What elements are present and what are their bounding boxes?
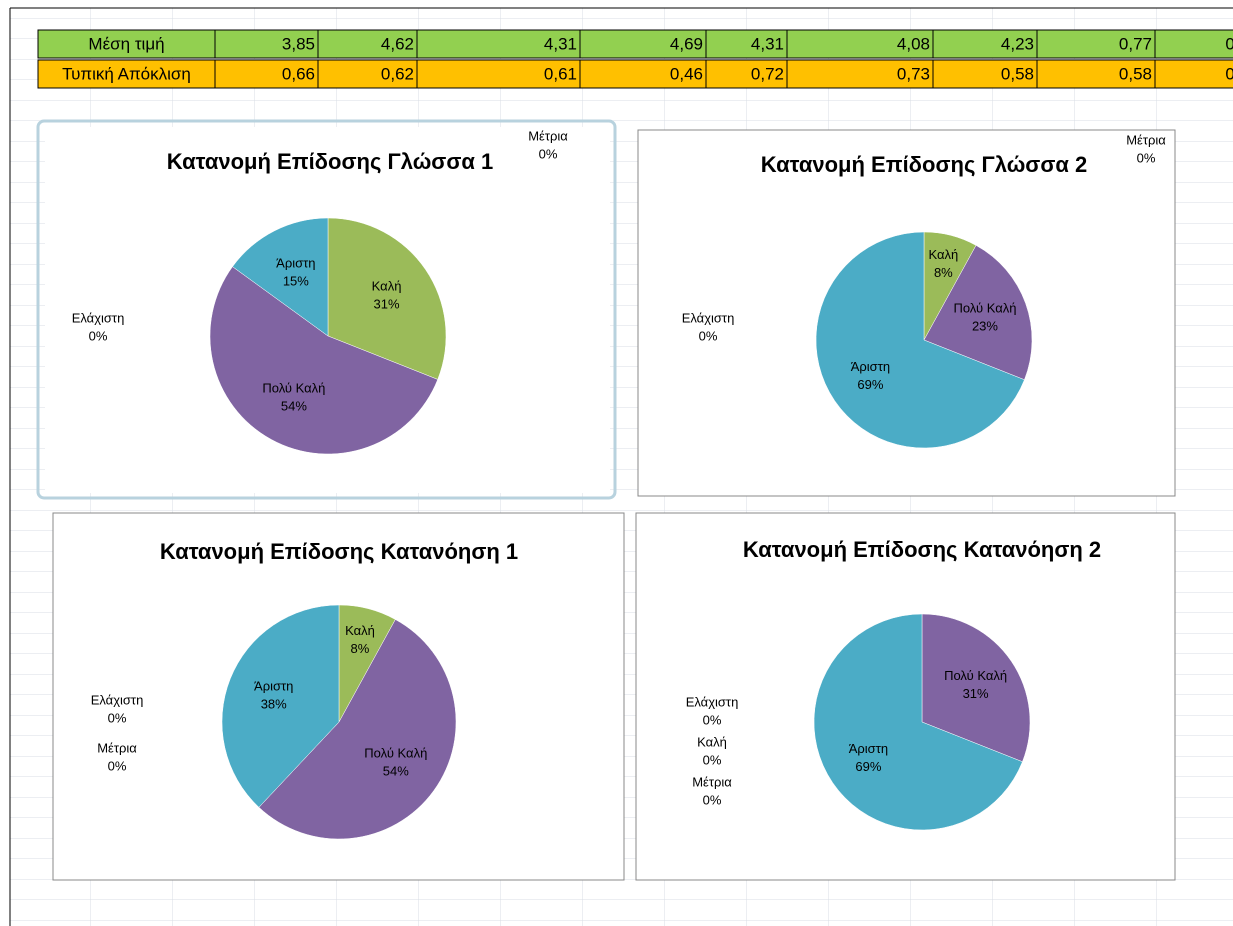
- slice-value: 69%: [857, 377, 883, 392]
- pie-slice: [221, 604, 340, 808]
- cell: [1036, 59, 1156, 89]
- pie-slice: [327, 217, 447, 380]
- slice-category: Ελάχιστη: [72, 310, 125, 325]
- slice-category: Καλή: [372, 279, 402, 294]
- cell-text: 0,77: [1119, 34, 1152, 53]
- slice-category: Πολύ Καλή: [944, 668, 1007, 683]
- slice-category: Πολύ Καλή: [364, 746, 427, 761]
- pie-slice: [923, 245, 1033, 381]
- slice-value: 0%: [1137, 150, 1156, 165]
- cell-text: 4,62: [381, 34, 414, 53]
- cell: [579, 59, 707, 89]
- cell-text: 4,69: [670, 34, 703, 53]
- cell-text: 4,08: [897, 34, 930, 53]
- slice-value: 31%: [374, 297, 400, 312]
- slice-category: Καλή: [345, 623, 375, 638]
- slice-value: 0%: [703, 792, 722, 807]
- cell: [705, 59, 788, 89]
- slice-value: 23%: [972, 318, 998, 333]
- slice-value: 8%: [934, 265, 953, 280]
- selection-frame: [36, 119, 617, 500]
- slice-value: 69%: [855, 759, 881, 774]
- cell: [214, 59, 319, 89]
- slice-value: 0%: [89, 328, 108, 343]
- chart-title: Κατανομή Επίδοσης Γλώσσα 1: [167, 149, 494, 174]
- slice-category: Μέτρια: [1126, 132, 1166, 147]
- slice-value: 0%: [108, 758, 127, 773]
- cell-text: 4,23: [1001, 34, 1034, 53]
- slice-category: Μέτρια: [692, 774, 732, 789]
- slice-value: 0%: [703, 752, 722, 767]
- cell: [1154, 29, 1233, 59]
- pie-slice: [921, 613, 1031, 763]
- cell: [214, 29, 319, 59]
- cell-text: Τυπική Απόκλιση: [62, 64, 191, 83]
- cell-text: 0,58: [1119, 64, 1152, 83]
- slice-category: Ελάχιστη: [91, 692, 144, 707]
- slice-value: 15%: [283, 273, 309, 288]
- slice-value: 0%: [703, 712, 722, 727]
- cell-text: 0,66: [282, 64, 315, 83]
- slice-value: 54%: [383, 764, 409, 779]
- slice-category: Καλή: [928, 247, 958, 262]
- chart-title: Κατανομή Επίδοσης Κατανόηση 2: [743, 537, 1101, 562]
- charts: Κατανομή Επίδοσης Γλώσσα 1 Ελάχιστη 0% Μέτρ…: [45, 127, 1176, 881]
- cell: [317, 59, 418, 89]
- pie-slice: [815, 231, 1025, 449]
- cell-text: 3,85: [282, 34, 315, 53]
- slice-value: 38%: [261, 697, 287, 712]
- cell-text: 0,4: [1225, 64, 1233, 83]
- pie-slice: [232, 217, 329, 337]
- slice-value: 31%: [963, 686, 989, 701]
- pie-slice: [813, 613, 1023, 831]
- slice-value: 0%: [699, 328, 718, 343]
- slice-category: Άριστη: [276, 255, 315, 270]
- chart-title: Κατανομή Επίδοσης Κατανόηση 1: [160, 539, 518, 564]
- chart-title: Κατανομή Επίδοσης Γλώσσα 2: [761, 152, 1088, 177]
- slice-category: Άριστη: [849, 741, 888, 756]
- cell: [317, 29, 418, 59]
- cell-text: 0,62: [381, 64, 414, 83]
- cell: [786, 29, 934, 59]
- pie-slice: [258, 619, 457, 840]
- slice-value: 0%: [108, 710, 127, 725]
- cell-text: 0,3: [1225, 34, 1233, 53]
- slice-category: Άριστη: [851, 359, 890, 374]
- slice-value: 8%: [351, 641, 370, 656]
- slice-category: Πολύ Καλή: [953, 300, 1016, 315]
- slice-category: Μέτρια: [97, 740, 137, 755]
- cell-text: 0,73: [897, 64, 930, 83]
- cell-text: Μέση τιμή: [88, 34, 164, 53]
- slice-category: Καλή: [697, 734, 727, 749]
- slice-value: 54%: [281, 398, 307, 413]
- cell-text: 4,31: [751, 34, 784, 53]
- slice-value: 0%: [539, 146, 558, 161]
- slice-category: Άριστη: [254, 679, 293, 694]
- slice-category: Μέτρια: [528, 128, 568, 143]
- slice-category: Πολύ Καλή: [262, 380, 325, 395]
- slice-category: Ελάχιστη: [682, 310, 735, 325]
- slice-category: Ελάχιστη: [686, 694, 739, 709]
- cell: [705, 29, 788, 59]
- table: Μέση τιμή 3,85 4,62 4,31 4,69 4,31 4,08 4,23 0,7…: [37, 29, 1233, 89]
- cell-text: 0,72: [751, 64, 784, 83]
- cell: [1036, 29, 1156, 59]
- cell: [37, 29, 216, 59]
- cell-text: 4,31: [544, 34, 577, 53]
- cell: [37, 59, 216, 89]
- cell-text: 0,61: [544, 64, 577, 83]
- cell: [1154, 59, 1233, 89]
- cell-text: 0,58: [1001, 64, 1034, 83]
- cell-text: 0,46: [670, 64, 703, 83]
- cell: [416, 29, 581, 59]
- pie-slice: [209, 266, 439, 455]
- cell: [416, 59, 581, 89]
